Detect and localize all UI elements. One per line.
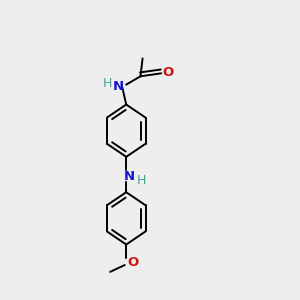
Text: H: H — [103, 77, 112, 90]
Text: O: O — [162, 66, 173, 79]
Text: N: N — [124, 170, 135, 183]
Text: N: N — [113, 80, 124, 93]
Text: O: O — [127, 256, 138, 268]
Text: H: H — [137, 174, 146, 187]
